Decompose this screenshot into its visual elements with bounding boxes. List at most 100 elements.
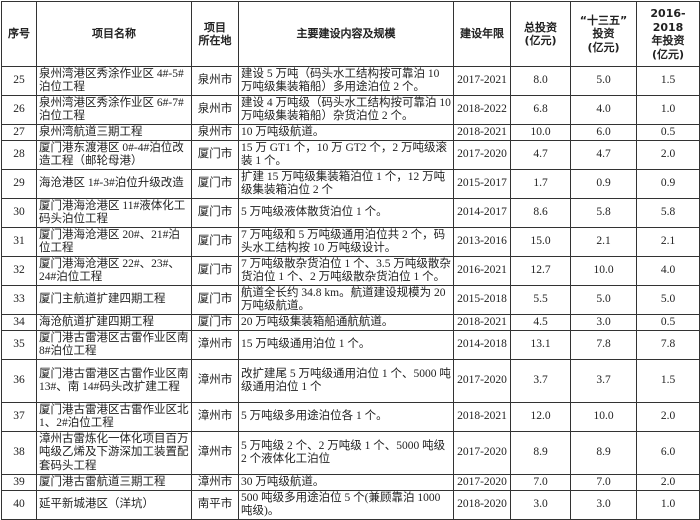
- construction-years: 2017-2020: [453, 474, 511, 491]
- project-content: 建设 4 万吨级（码头水工结构按可靠泊 10 万吨级集装箱船）杂货泊位 2 个。: [238, 95, 454, 125]
- investment-2016-2018: 2.0: [636, 140, 700, 170]
- row-number: 39: [1, 474, 37, 491]
- table-row: 29 海沧港区 1#-3#泊位升级改造 厦门市 扩建 15 万吨级集装箱泊位 1 个，…: [1, 169, 700, 199]
- project-content: 建设 5 万吨（码头水工结构按可靠泊 10 万吨级集装箱船）多用途泊位 2 个。: [238, 66, 454, 96]
- total-investment: 15.0: [510, 227, 571, 257]
- investment-2016-2018: 1.0: [636, 490, 700, 520]
- investment-2016-2018: 4.0: [636, 256, 700, 286]
- table-row: 30 厦门港海沧港区 11#液体化工码头泊位工程 厦门市 5 万吨级液体散货泊位 1 …: [1, 198, 700, 228]
- construction-years: 2015-2017: [453, 169, 511, 199]
- project-content: 10 万吨级航道。: [238, 124, 454, 141]
- project-content: 航道全长约 34.8 km。航道建设规模为 20 万吨级航道。: [238, 285, 454, 315]
- construction-years: 2014-2017: [453, 198, 511, 228]
- project-content: 20 万吨级集装箱船通航航道。: [238, 314, 454, 331]
- row-number: 36: [1, 359, 37, 403]
- plan13-investment: 3.7: [570, 359, 637, 403]
- total-investment: 8.0: [510, 66, 571, 96]
- row-number: 27: [1, 124, 37, 141]
- project-location: 泉州市: [191, 66, 239, 96]
- construction-years: 2018-2021: [453, 402, 511, 432]
- table-row: 39 厦门港古雷航道三期工程 漳州市 30 万吨级航道。 2017-2020 7.0 7.0…: [1, 474, 700, 491]
- plan13-investment: 2.1: [570, 227, 637, 257]
- row-number: 31: [1, 227, 37, 257]
- total-investment: 8.9: [510, 431, 571, 475]
- project-content: 7 万吨级和 5 万吨级通用泊位共 2 个，码头水工结构按 10 万吨级设计。: [238, 227, 454, 257]
- row-number: 30: [1, 198, 37, 228]
- header-row: 序号 项目名称 项目 所在地 主要建设内容及规模 建设年限 总投资 (亿元) “十三…: [1, 1, 700, 67]
- project-location: 漳州市: [191, 359, 239, 403]
- row-number: 35: [1, 330, 37, 360]
- project-name: 厦门港海沧港区 22#、23#、24#泊位工程: [36, 256, 192, 286]
- project-location: 漳州市: [191, 431, 239, 475]
- project-location: 厦门市: [191, 198, 239, 228]
- table-row: 34 海沧航道扩建四期工程 厦门市 20 万吨级集装箱船通航航道。 2018-2021 4…: [1, 314, 700, 331]
- project-content: 30 万吨级航道。: [238, 474, 454, 491]
- row-number: 38: [1, 431, 37, 475]
- table-row: 35 厦门港古雷港区古雷作业区南 8#泊位工程 漳州市 15 万吨级通用泊位 1 个。…: [1, 330, 700, 360]
- table-row: 32 厦门港海沧港区 22#、23#、24#泊位工程 厦门市 7 万吨级散杂货泊位 1…: [1, 256, 700, 286]
- project-content: 5 万吨级多用途泊位各 1 个。: [238, 402, 454, 432]
- investment-2016-2018: 2.0: [636, 474, 700, 491]
- construction-years: 2016-2021: [453, 256, 511, 286]
- construction-years: 2013-2016: [453, 227, 511, 257]
- plan13-investment: 10.0: [570, 402, 637, 432]
- investment-2016-2018: 1.5: [636, 359, 700, 403]
- table-row: 33 厦门主航道扩建四期工程 厦门市 航道全长约 34.8 km。航道建设规模为 20…: [1, 285, 700, 315]
- plan13-investment: 7.8: [570, 330, 637, 360]
- header-name: 项目名称: [36, 1, 192, 67]
- plan13-investment: 3.0: [570, 490, 637, 520]
- project-name: 泉州湾港区秀涂作业区 4#-5#泊位工程: [36, 66, 192, 96]
- table-row: 26 泉州湾港区秀涂作业区 6#-7#泊位工程 泉州市 建设 4 万吨级（码头水工结构…: [1, 95, 700, 125]
- investment-2016-2018: 0.9: [636, 169, 700, 199]
- investment-2016-2018: 5.0: [636, 285, 700, 315]
- row-number: 25: [1, 66, 37, 96]
- total-investment: 6.8: [510, 95, 571, 125]
- plan13-investment: 0.9: [570, 169, 637, 199]
- total-investment: 3.0: [510, 490, 571, 520]
- project-content: 15 万 GT1 个，10 万 GT2 个，2 万吨级滚装 1 个。: [238, 140, 454, 170]
- table-row: 28 厦门港东渡港区 0#-4#泊位改造工程（邮轮母港） 厦门市 15 万 GT1 个…: [1, 140, 700, 170]
- row-number: 37: [1, 402, 37, 432]
- project-content: 500 吨级多用途泊位 5 个(兼顾靠泊 1000 吨级)。: [238, 490, 454, 520]
- total-investment: 12.0: [510, 402, 571, 432]
- construction-years: 2017-2020: [453, 140, 511, 170]
- header-total: 总投资 (亿元): [510, 1, 571, 67]
- plan13-investment: 5.0: [570, 66, 637, 96]
- project-location: 厦门市: [191, 314, 239, 331]
- row-number: 28: [1, 140, 37, 170]
- project-location: 漳州市: [191, 330, 239, 360]
- header-2016-2018: 2016-2018 年投资 (亿元): [636, 1, 700, 67]
- construction-years: 2014-2018: [453, 330, 511, 360]
- plan13-investment: 5.8: [570, 198, 637, 228]
- row-number: 33: [1, 285, 37, 315]
- plan13-investment: 5.0: [570, 285, 637, 315]
- header-no: 序号: [1, 1, 37, 67]
- construction-years: 2017-2020: [453, 431, 511, 475]
- total-investment: 5.5: [510, 285, 571, 315]
- total-investment: 3.7: [510, 359, 571, 403]
- project-name: 海沧港区 1#-3#泊位升级改造: [36, 169, 192, 199]
- project-content: 扩建 15 万吨级集装箱泊位 1 个，12 万吨级集装箱泊位 2 个: [238, 169, 454, 199]
- plan13-investment: 7.0: [570, 474, 637, 491]
- investment-2016-2018: 7.8: [636, 330, 700, 360]
- header-plan13: “十三五” 投资 (亿元): [570, 1, 637, 67]
- project-content: 7 万吨级散杂货泊位 1 个、3.5 万吨级散杂货泊位 1 个、2 万吨级散杂货…: [238, 256, 454, 286]
- total-investment: 1.7: [510, 169, 571, 199]
- project-name: 厦门主航道扩建四期工程: [36, 285, 192, 315]
- plan13-investment: 4.0: [570, 95, 637, 125]
- plan13-investment: 10.0: [570, 256, 637, 286]
- total-investment: 4.7: [510, 140, 571, 170]
- total-investment: 4.5: [510, 314, 571, 331]
- plan13-investment: 3.0: [570, 314, 637, 331]
- construction-years: 2015-2018: [453, 285, 511, 315]
- row-number: 40: [1, 490, 37, 520]
- table-row: 31 厦门港海沧港区 20#、21#泊位工程 厦门市 7 万吨级和 5 万吨级通用泊位…: [1, 227, 700, 257]
- project-content: 15 万吨级通用泊位 1 个。: [238, 330, 454, 360]
- table-row: 37 厦门港古雷港区古雷作业区北 1、2#泊位工程 漳州市 5 万吨级多用途泊位各 1…: [1, 402, 700, 432]
- plan13-investment: 4.7: [570, 140, 637, 170]
- investment-2016-2018: 6.0: [636, 431, 700, 475]
- row-number: 29: [1, 169, 37, 199]
- project-location: 南平市: [191, 490, 239, 520]
- total-investment: 13.1: [510, 330, 571, 360]
